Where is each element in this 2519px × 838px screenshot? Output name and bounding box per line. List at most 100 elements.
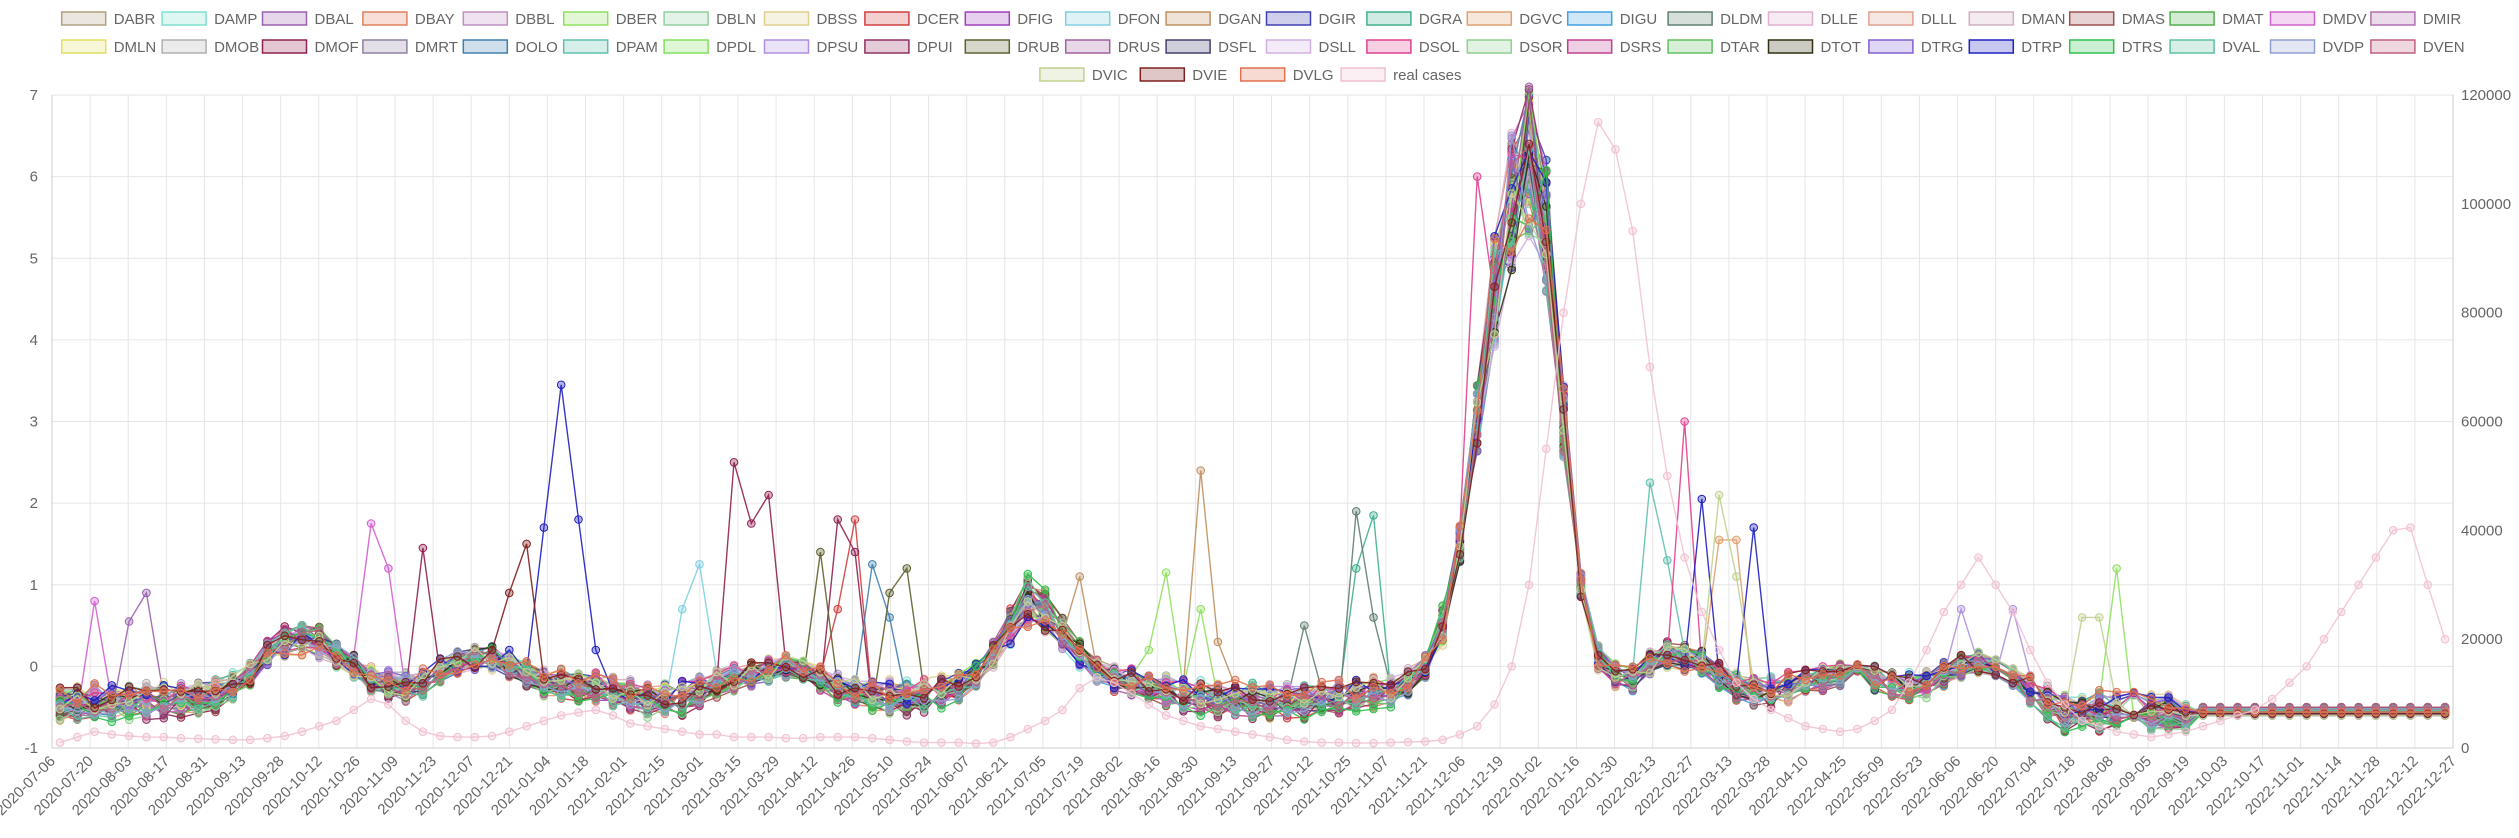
legend-item[interactable]: DBLN <box>663 11 756 28</box>
data-point[interactable] <box>747 519 756 528</box>
data-point[interactable] <box>1732 535 1741 545</box>
series-line <box>59 96 2445 733</box>
data-point[interactable] <box>1300 621 1309 630</box>
legend-item[interactable]: DVLG <box>1239 67 1334 84</box>
data-point[interactable] <box>1351 507 1361 516</box>
data-point[interactable] <box>90 596 99 606</box>
series-line <box>59 132 2445 719</box>
legend-item[interactable]: DGIR <box>1265 11 1357 28</box>
legend-item[interactable]: DSRS <box>1566 39 1662 56</box>
legend-item[interactable]: DTRG <box>1868 39 1964 56</box>
data-point[interactable] <box>1196 604 1205 614</box>
legend-item[interactable]: DMDV <box>2269 11 2367 28</box>
legend-item[interactable]: DGRA <box>1366 11 1462 28</box>
data-point[interactable] <box>366 519 376 528</box>
legend-item[interactable]: DSOR <box>1466 39 1563 56</box>
legend-item[interactable]: DGAN <box>1165 11 1261 28</box>
legend-item[interactable]: DMAS <box>2068 11 2165 28</box>
legend-item[interactable]: DFON <box>1064 11 1161 28</box>
legend-item[interactable]: DPUI <box>864 39 953 56</box>
legend-item[interactable]: DGVC <box>1466 11 1563 28</box>
legend-item[interactable]: DLDM <box>1667 11 1763 28</box>
series-dmrt <box>55 139 2450 734</box>
data-point[interactable] <box>850 547 860 557</box>
data-point[interactable] <box>1369 511 1378 520</box>
legend-item[interactable]: DBER <box>562 11 658 28</box>
legend-item[interactable]: DPAM <box>562 39 658 56</box>
data-point[interactable] <box>124 617 134 626</box>
data-point[interactable] <box>1714 535 1724 545</box>
legend-item[interactable]: DABR <box>60 11 156 28</box>
legend-item[interactable]: DSLL <box>1265 39 1357 56</box>
legend-item[interactable]: DMOB <box>161 39 259 56</box>
data-point[interactable] <box>1075 572 1084 581</box>
legend-item[interactable]: DTAR <box>1667 39 1760 56</box>
data-point[interactable] <box>1956 604 1966 614</box>
data-point[interactable] <box>176 713 186 722</box>
legend-item[interactable]: DPDL <box>663 39 756 56</box>
data-point[interactable] <box>159 713 168 723</box>
data-point[interactable] <box>142 588 151 598</box>
legend-item[interactable]: DVAL <box>2169 39 2260 56</box>
legend-item[interactable]: DLLL <box>1868 11 1957 28</box>
data-point[interactable] <box>868 560 877 569</box>
series-dbln <box>55 117 2450 720</box>
legend-item[interactable]: DRUS <box>1064 39 1161 56</box>
data-point[interactable] <box>418 543 428 553</box>
legend-item[interactable]: DMIR <box>2370 11 2461 28</box>
legend-label: DSOL <box>1419 39 1460 56</box>
legend-item[interactable]: DMOF <box>261 39 359 56</box>
x-tick-labels: 2020-07-062020-07-202020-08-032020-08-17… <box>0 753 2460 819</box>
legend-item[interactable]: real cases <box>1340 67 1461 84</box>
legend-item[interactable]: DSFL <box>1165 39 1256 56</box>
legend-item[interactable]: DCER <box>864 11 960 28</box>
legend-item[interactable]: DTRP <box>1968 39 2062 56</box>
data-point[interactable] <box>729 458 739 467</box>
data-point[interactable] <box>850 515 860 524</box>
data-point[interactable] <box>1144 645 1154 655</box>
data-point[interactable] <box>1645 478 1655 488</box>
data-point[interactable] <box>764 490 773 500</box>
data-point[interactable] <box>1369 613 1378 622</box>
data-point[interactable] <box>833 604 843 614</box>
legend-item[interactable]: DVEN <box>2370 39 2465 56</box>
data-point[interactable] <box>1663 556 1672 565</box>
data-point[interactable] <box>695 560 704 569</box>
y-left-tick-label: 4 <box>30 332 38 349</box>
legend-item[interactable]: DTOT <box>1767 39 1862 56</box>
legend-item[interactable]: DSOL <box>1366 39 1460 56</box>
legend-item[interactable]: DLLE <box>1767 11 1859 28</box>
legend-item[interactable]: DMAT <box>2169 11 2263 28</box>
grid <box>51 94 2454 749</box>
legend-item[interactable]: DBSS <box>763 11 858 28</box>
legend-item[interactable]: DVDP <box>2269 39 2365 56</box>
legend-item[interactable]: DVIC <box>1039 67 1128 84</box>
data-point[interactable] <box>1351 564 1361 573</box>
legend-item[interactable]: DMRT <box>362 39 458 56</box>
legend-item[interactable]: DBAL <box>261 11 354 28</box>
legend-item[interactable]: DIGU <box>1566 11 1658 28</box>
legend-item[interactable]: DPSU <box>763 39 859 56</box>
legend-item[interactable]: DRUB <box>964 39 1060 56</box>
legend-item[interactable]: DVIE <box>1139 67 1227 84</box>
data-point[interactable] <box>2112 564 2121 573</box>
legend-item[interactable]: DMAN <box>1968 11 2065 28</box>
data-point[interactable] <box>1213 637 1223 647</box>
legend-item[interactable]: DAMP <box>161 11 257 28</box>
data-point[interactable] <box>384 564 393 573</box>
data-point[interactable] <box>902 711 912 720</box>
series-line <box>59 94 2445 726</box>
series-line <box>59 99 2445 720</box>
data-point[interactable] <box>1196 466 1205 475</box>
legend-item[interactable]: DMLN <box>60 39 157 56</box>
data-point[interactable] <box>142 678 151 688</box>
legend-item[interactable]: DFIG <box>964 11 1053 28</box>
legend-item[interactable]: DBBL <box>462 11 554 28</box>
legend-item[interactable]: DOLO <box>462 39 558 56</box>
data-point[interactable] <box>833 515 843 524</box>
legend-item[interactable]: DBAY <box>362 11 455 28</box>
data-point[interactable] <box>677 604 687 614</box>
data-point[interactable] <box>211 675 220 685</box>
data-point[interactable] <box>1161 568 1171 577</box>
legend-item[interactable]: DTRS <box>2068 39 2163 56</box>
